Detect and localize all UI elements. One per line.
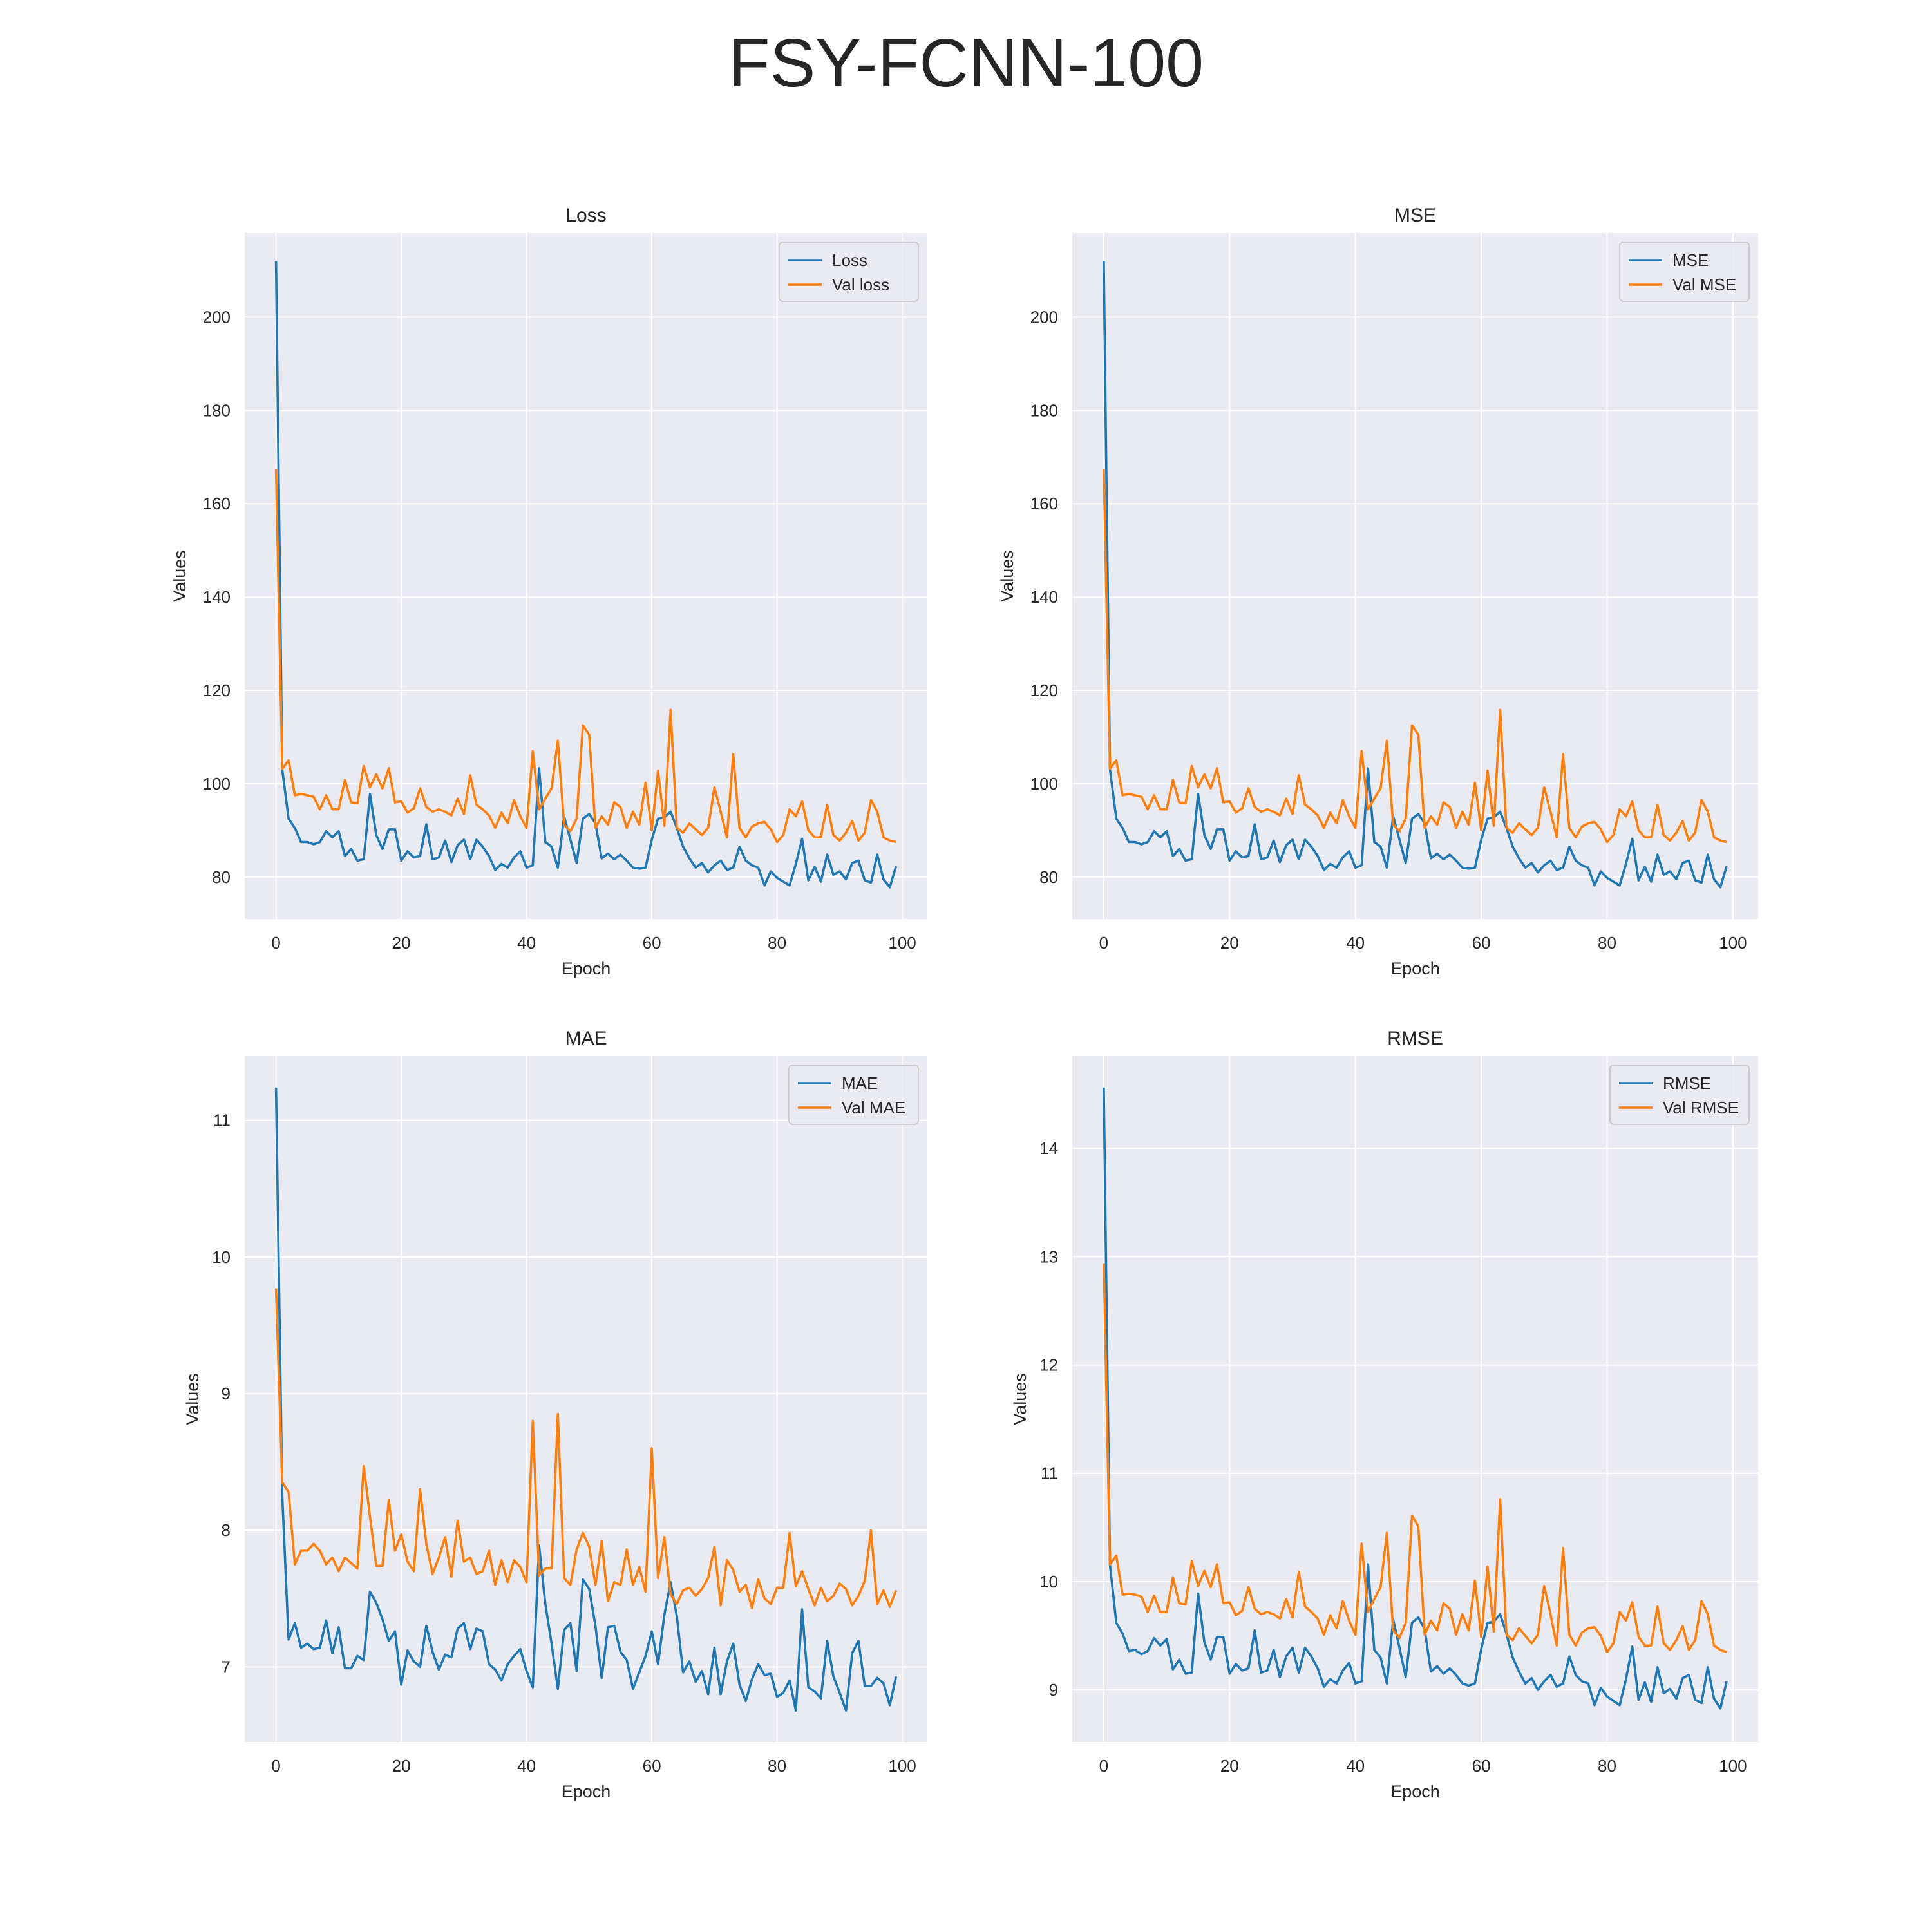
y-tick-label: 180 xyxy=(203,401,231,420)
y-tick-label: 140 xyxy=(203,587,231,607)
legend-label: Val MAE xyxy=(842,1098,905,1117)
legend: Loss Val loss xyxy=(779,242,919,302)
x-tick-label: 100 xyxy=(888,1756,916,1776)
series-line-val-rmse xyxy=(1103,1263,1727,1654)
legend: MAE Val MAE xyxy=(788,1065,919,1125)
y-tick-label: 120 xyxy=(1030,681,1058,700)
x-tick-label: 100 xyxy=(888,933,916,952)
plot-area xyxy=(245,1056,927,1742)
plot-area xyxy=(1072,233,1758,919)
x-tick-label: 100 xyxy=(1719,933,1747,952)
y-tick-label: 200 xyxy=(1030,307,1058,327)
series-line-mse xyxy=(1103,261,1728,889)
y-axis-label: Values xyxy=(183,1373,202,1425)
x-tick-label: 40 xyxy=(1346,933,1365,952)
plot-area xyxy=(1072,1056,1758,1742)
x-axis-label: Epoch xyxy=(1390,959,1440,978)
x-tick-label: 60 xyxy=(1472,1756,1491,1776)
y-tick-label: 9 xyxy=(222,1384,231,1403)
x-tick-label: 20 xyxy=(392,933,411,952)
x-tick-label: 80 xyxy=(768,933,786,952)
y-axis-label: Values xyxy=(1010,1373,1030,1425)
y-tick-label: 9 xyxy=(1049,1680,1058,1700)
series-line-rmse xyxy=(1103,1087,1728,1710)
series-line-val-mae xyxy=(274,1288,898,1609)
y-tick-label: 80 xyxy=(212,867,231,887)
chart-title: MSE xyxy=(1394,205,1436,226)
chart-title: MAE xyxy=(565,1028,607,1049)
y-tick-label: 7 xyxy=(222,1657,231,1676)
y-tick-label: 14 xyxy=(1039,1139,1058,1158)
figure-title: FSY-FCNN-100 xyxy=(728,25,1204,101)
y-axis-label: Values xyxy=(998,550,1017,602)
legend: MSE Val MSE xyxy=(1619,242,1750,302)
x-tick-label: 20 xyxy=(1220,1756,1239,1776)
y-tick-label: 140 xyxy=(1030,587,1058,607)
legend-label: Loss xyxy=(832,251,867,270)
y-axis-label: Values xyxy=(170,550,189,602)
plot-area xyxy=(245,233,927,919)
y-tick-label: 10 xyxy=(212,1247,231,1267)
series-line-val-mse xyxy=(1103,468,1727,844)
y-tick-label: 100 xyxy=(1030,774,1058,793)
y-tick-label: 11 xyxy=(1041,1464,1058,1483)
mse-chart: 0 20 40 60 80 100 80 100 120 140 160 180 200 MSE Epoch… xyxy=(998,205,1758,978)
y-tick-label: 160 xyxy=(1030,494,1058,513)
legend: RMSE Val RMSE xyxy=(1609,1065,1750,1125)
series-line-val-loss xyxy=(274,468,896,844)
rmse-chart: 0 20 40 60 80 100 9 10 11 12 13 14 RMSE Epoch Values RM… xyxy=(1010,1028,1758,1801)
y-tick-label: 8 xyxy=(222,1520,231,1540)
x-tick-label: 80 xyxy=(1598,1756,1616,1776)
y-tick-label: 80 xyxy=(1039,867,1058,887)
mae-chart: 0 20 40 60 80 100 7 8 9 10 11 MAE Epoch Values MAE Val … xyxy=(183,1028,927,1801)
legend-box xyxy=(788,1065,919,1125)
y-tick-label: 120 xyxy=(203,681,231,700)
x-tick-label: 60 xyxy=(643,933,661,952)
x-tick-label: 40 xyxy=(1346,1756,1365,1776)
x-tick-label: 20 xyxy=(392,1756,411,1776)
legend-label: Val loss xyxy=(832,275,889,294)
x-tick-label: 0 xyxy=(271,933,280,952)
y-tick-label: 10 xyxy=(1039,1572,1058,1591)
legend-label: RMSE xyxy=(1663,1074,1711,1093)
chart-title: Loss xyxy=(565,205,606,226)
y-tick-label: 11 xyxy=(213,1111,231,1130)
x-tick-label: 0 xyxy=(1099,933,1108,952)
loss-chart: 0 20 40 60 80 100 80 100 120 140 160 180 200 Loss Epoc… xyxy=(170,205,927,978)
x-tick-label: 80 xyxy=(1598,933,1616,952)
legend-label: Val RMSE xyxy=(1663,1098,1739,1117)
y-tick-label: 200 xyxy=(203,307,231,327)
x-tick-label: 60 xyxy=(643,1756,661,1776)
x-axis-label: Epoch xyxy=(562,1782,611,1801)
x-tick-label: 60 xyxy=(1472,933,1491,952)
y-tick-label: 13 xyxy=(1039,1247,1058,1266)
legend-box xyxy=(779,242,919,302)
y-tick-label: 160 xyxy=(203,494,231,513)
y-tick-label: 180 xyxy=(1030,401,1058,420)
y-tick-label: 12 xyxy=(1039,1356,1058,1375)
legend-box xyxy=(1609,1065,1750,1125)
x-tick-label: 100 xyxy=(1719,1756,1747,1776)
legend-label: Val MSE xyxy=(1672,275,1736,294)
series-line-loss xyxy=(274,261,898,889)
legend-box xyxy=(1619,242,1750,302)
x-tick-label: 40 xyxy=(517,933,536,952)
legend-label: MAE xyxy=(842,1074,878,1093)
x-tick-label: 20 xyxy=(1220,933,1239,952)
x-tick-label: 0 xyxy=(271,1756,280,1776)
legend-label: MSE xyxy=(1672,251,1709,270)
x-tick-label: 80 xyxy=(768,1756,786,1776)
x-axis-label: Epoch xyxy=(1390,1782,1440,1801)
x-tick-label: 0 xyxy=(1099,1756,1108,1776)
x-axis-label: Epoch xyxy=(562,959,611,978)
series-line-mae xyxy=(274,1087,898,1712)
y-tick-label: 100 xyxy=(203,774,231,793)
chart-title: RMSE xyxy=(1387,1028,1443,1049)
x-tick-label: 40 xyxy=(517,1756,536,1776)
